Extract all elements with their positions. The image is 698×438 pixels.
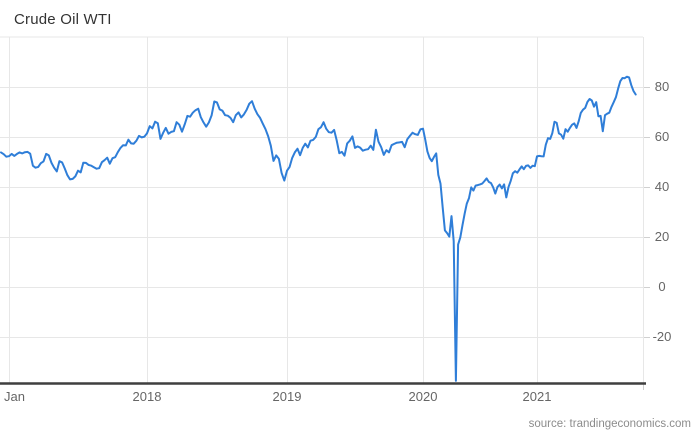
chart-title: Crude Oil WTI xyxy=(14,11,112,28)
y-axis-tick-label: 40 xyxy=(654,178,670,194)
x-axis-tick-label: 2021 xyxy=(522,389,552,404)
y-axis-tick-label: 80 xyxy=(654,78,670,94)
x-axis-tick-label: Jan xyxy=(4,389,25,404)
y-axis-tick-label: 20 xyxy=(654,228,670,244)
y-axis-tick-label: -20 xyxy=(652,328,672,344)
y-axis-tick-label: 60 xyxy=(654,128,670,144)
x-axis-tick-label: 2018 xyxy=(132,389,162,404)
source-credit: source: trandingeconomics.com xyxy=(528,418,691,430)
x-axis-tick-label: 2019 xyxy=(272,389,302,404)
wti-price-line[interactable] xyxy=(0,75,637,382)
x-axis-tick-label: 2020 xyxy=(408,389,438,404)
y-axis-tick-label: 0 xyxy=(658,278,666,294)
